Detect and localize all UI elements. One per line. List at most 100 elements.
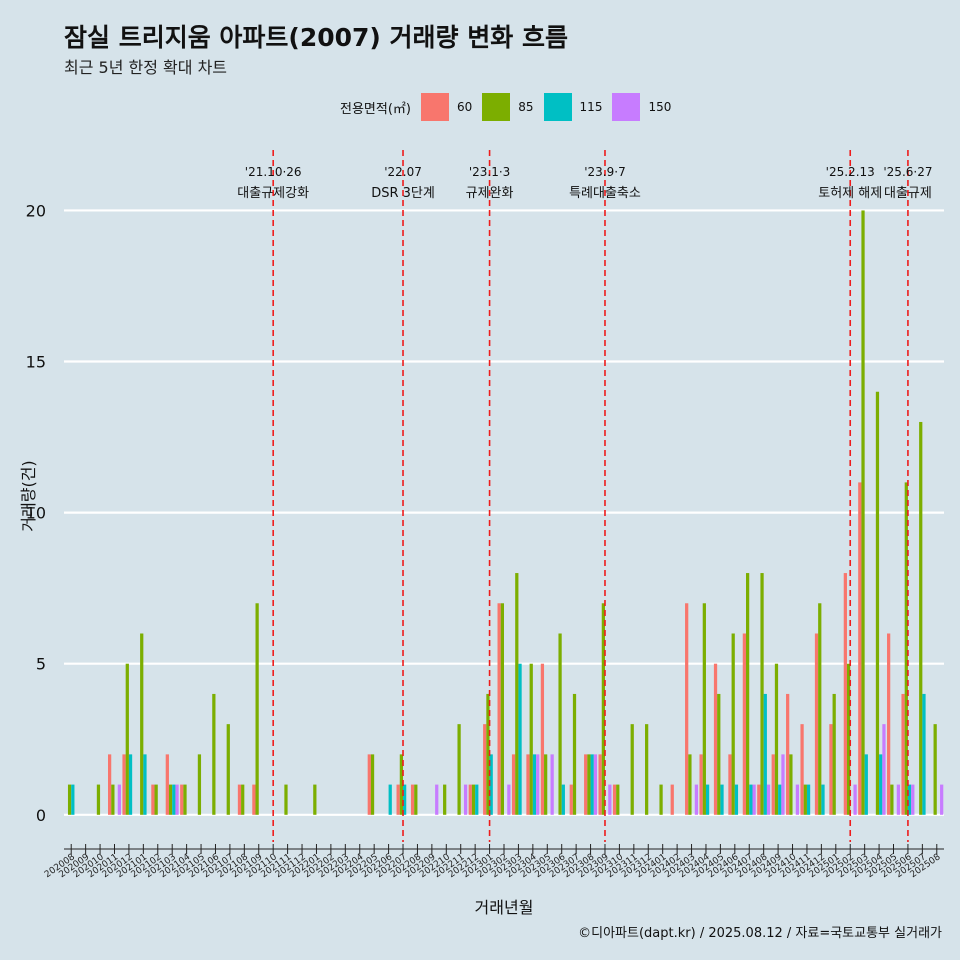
bar (940, 784, 944, 815)
bar (486, 693, 490, 815)
bar (818, 603, 822, 815)
bar (67, 784, 72, 815)
legend-swatch-150 (612, 93, 641, 121)
y-tick-label: 10 (26, 504, 46, 523)
bar (734, 784, 739, 815)
bar (601, 603, 605, 815)
bar (896, 784, 900, 815)
bar (388, 784, 392, 815)
y-tick-label: 15 (26, 353, 46, 372)
bar (172, 784, 176, 815)
bar (468, 784, 472, 815)
bar (518, 663, 522, 815)
bar (154, 784, 158, 815)
bar (685, 603, 689, 815)
bar (757, 784, 761, 815)
legend-label-85: 85 (518, 100, 534, 114)
chart-subtitle: 최근 5년 한정 확대 차트 (64, 58, 228, 77)
bar (540, 663, 545, 815)
bar (403, 784, 407, 815)
bar (795, 784, 800, 815)
legend-label-60: 60 (456, 100, 473, 114)
bar (901, 693, 905, 815)
bar (550, 754, 554, 815)
bar (858, 482, 862, 815)
y-axis-title: 거래량(건) (19, 460, 38, 531)
bar (705, 784, 710, 815)
event-description-label: 대출규제 (884, 186, 932, 201)
bar (670, 784, 674, 815)
bar (749, 784, 753, 815)
y-tick-label: 5 (36, 655, 46, 674)
event-date-label: '25.6·27 (883, 165, 932, 179)
bar (861, 210, 865, 815)
bar (313, 784, 317, 815)
legend-swatch-85 (482, 93, 511, 121)
bar (526, 754, 530, 815)
legend-swatch-60 (420, 93, 449, 121)
bar (933, 724, 937, 815)
bar (778, 784, 782, 815)
bar (507, 784, 511, 815)
event-date-label: '23.9·7 (584, 165, 625, 179)
bar (180, 784, 184, 815)
bar (728, 754, 732, 815)
bar (832, 693, 836, 815)
bar (717, 693, 721, 815)
bar (284, 784, 288, 815)
bar (821, 784, 825, 815)
bar (569, 784, 573, 815)
bar (511, 754, 516, 815)
y-tick-label: 0 (36, 806, 46, 825)
bar (463, 784, 468, 815)
bar (497, 603, 501, 815)
bar (587, 754, 591, 815)
bar (806, 784, 811, 815)
bar (843, 573, 847, 815)
bar (922, 693, 926, 815)
bar (252, 784, 256, 815)
bar (608, 784, 612, 815)
bar (515, 573, 519, 815)
bar (399, 754, 404, 815)
bar (760, 573, 764, 815)
bar (771, 754, 775, 815)
bar (752, 784, 756, 815)
bar (659, 784, 663, 815)
bar (853, 784, 857, 815)
legend: 전용면적(㎡) 60 85 115 150 (340, 93, 681, 121)
bar (96, 784, 101, 815)
bar (864, 754, 868, 815)
bar (212, 693, 216, 815)
event-description-label: 토허제 해제 (818, 186, 882, 201)
bar (536, 754, 540, 815)
bar (766, 784, 771, 815)
bar (584, 754, 588, 815)
bar (367, 754, 371, 815)
bar (197, 754, 202, 815)
bar (396, 784, 400, 815)
bar (803, 784, 807, 815)
bar (529, 663, 533, 815)
bar (500, 603, 504, 815)
y-tick-label: 20 (26, 201, 46, 220)
bar (829, 724, 833, 815)
event-description-label: DSR 3단계 (371, 186, 435, 201)
bar (875, 391, 880, 815)
chart-caption: ©디아파트(dapt.kr) / 2025.08.12 / 자료=국토교통부 실… (578, 926, 942, 941)
bar (879, 754, 883, 815)
bar (168, 784, 173, 815)
bar (731, 633, 735, 815)
bar (241, 784, 245, 815)
legend-item-115: 115 (543, 93, 602, 121)
bar (71, 784, 75, 815)
bar (410, 784, 415, 815)
bar (122, 754, 126, 815)
bar (786, 693, 790, 815)
bar (175, 784, 179, 815)
bar (457, 724, 461, 815)
bar (590, 754, 594, 815)
event-date-label: '23.1·3 (469, 165, 510, 179)
legend-swatch-115 (543, 93, 572, 121)
